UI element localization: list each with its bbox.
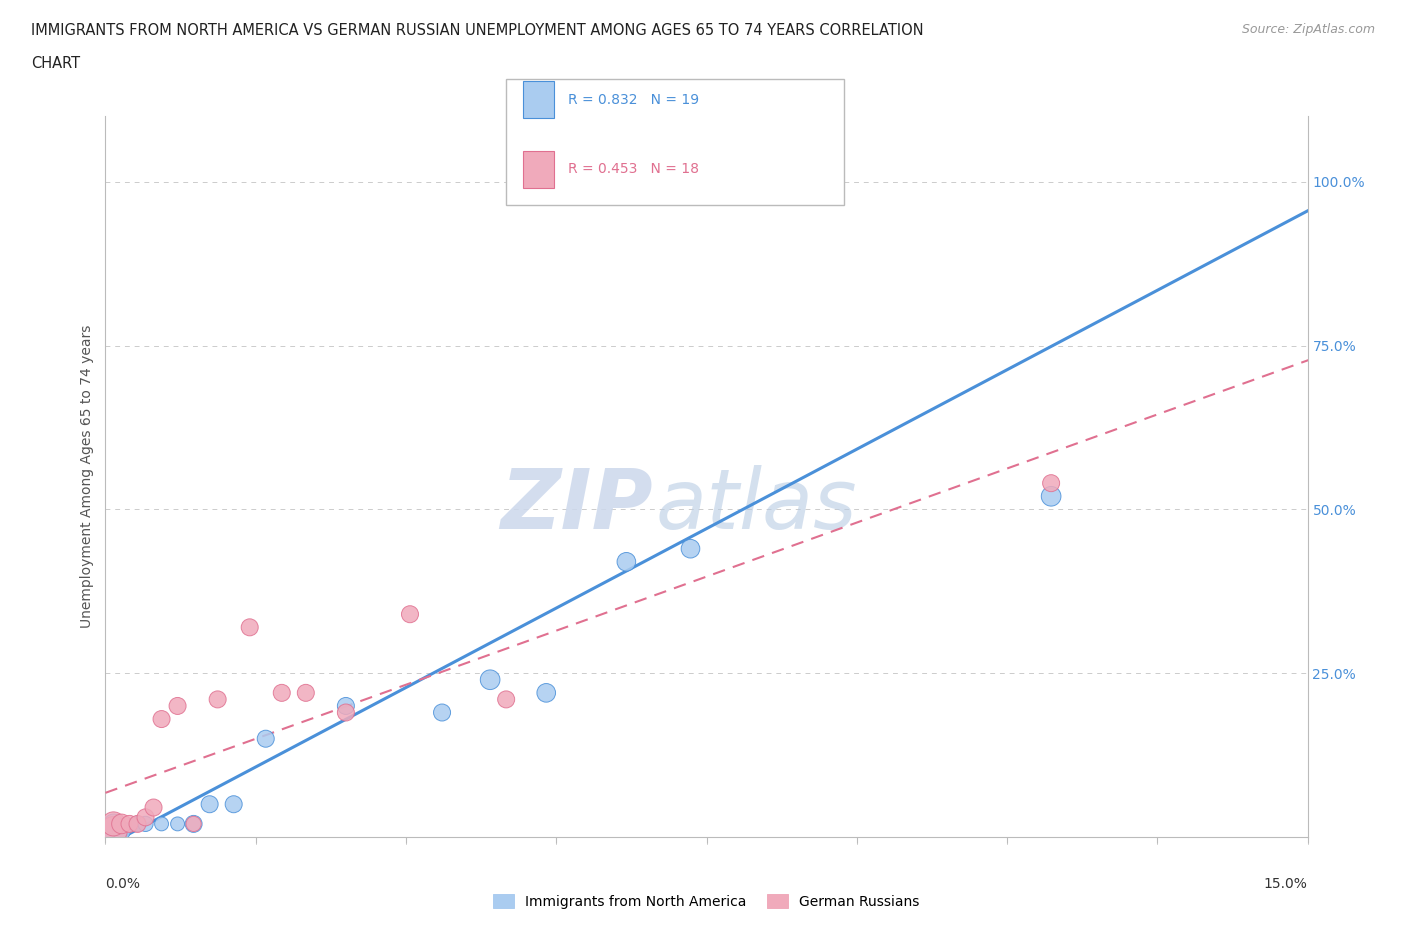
Point xyxy=(335,698,357,713)
Point xyxy=(335,705,357,720)
Text: atlas: atlas xyxy=(657,465,858,546)
Point xyxy=(166,817,188,831)
Text: 0.0%: 0.0% xyxy=(105,877,141,891)
Legend: Immigrants from North America, German Russians: Immigrants from North America, German Ru… xyxy=(489,890,924,913)
Point xyxy=(110,817,132,831)
Point xyxy=(110,823,132,838)
Text: R = 0.453   N = 18: R = 0.453 N = 18 xyxy=(568,163,699,177)
Text: Source: ZipAtlas.com: Source: ZipAtlas.com xyxy=(1241,23,1375,36)
Point xyxy=(399,606,422,621)
Text: R = 0.832   N = 19: R = 0.832 N = 19 xyxy=(568,93,699,107)
Y-axis label: Unemployment Among Ages 65 to 74 years: Unemployment Among Ages 65 to 74 years xyxy=(80,325,94,629)
Point xyxy=(135,810,157,825)
Point xyxy=(103,817,125,831)
Point xyxy=(166,698,188,713)
Point xyxy=(183,817,205,831)
Point xyxy=(222,797,245,812)
Point xyxy=(103,823,125,838)
Point xyxy=(103,817,125,831)
Point xyxy=(142,800,165,815)
Text: 15.0%: 15.0% xyxy=(1264,877,1308,891)
Point xyxy=(679,541,702,556)
Point xyxy=(616,554,638,569)
Point xyxy=(239,620,262,635)
Point xyxy=(1040,476,1063,491)
Point xyxy=(1040,489,1063,504)
Point xyxy=(534,685,557,700)
Point xyxy=(103,823,125,838)
Point xyxy=(295,685,318,700)
Point xyxy=(183,817,205,831)
Point xyxy=(118,817,141,831)
Point xyxy=(135,817,157,831)
Point xyxy=(751,174,773,189)
Text: IMMIGRANTS FROM NORTH AMERICA VS GERMAN RUSSIAN UNEMPLOYMENT AMONG AGES 65 TO 74: IMMIGRANTS FROM NORTH AMERICA VS GERMAN … xyxy=(31,23,924,38)
Point xyxy=(198,797,221,812)
Point xyxy=(207,692,229,707)
Point xyxy=(495,692,517,707)
Text: CHART: CHART xyxy=(31,56,80,71)
Point xyxy=(270,685,292,700)
Point xyxy=(430,705,453,720)
Point xyxy=(479,672,502,687)
Point xyxy=(150,711,173,726)
Point xyxy=(254,731,277,746)
Point xyxy=(150,817,173,831)
Point xyxy=(127,817,149,831)
Text: ZIP: ZIP xyxy=(499,465,652,546)
Point xyxy=(127,817,149,831)
